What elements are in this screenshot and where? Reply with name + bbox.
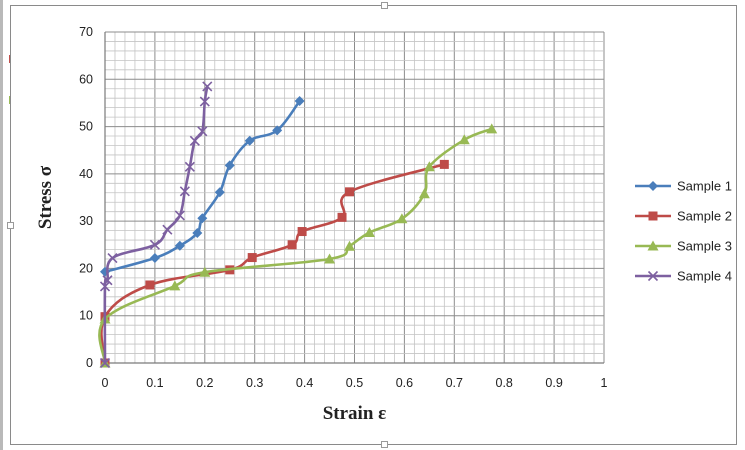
chart-area[interactable]: 0 0.1 0.2 0.3 0.4 0.5 0.6 0.7 0.8 0.9 1 0 10 20 30 40 50… [10,5,737,445]
legend-marker-sample-4 [647,270,659,282]
x-tick-label: 1 [601,376,608,390]
sample-4-line [103,85,209,365]
sample-3-point [396,213,408,224]
sample-1-point [192,227,203,238]
y-tick-label: 40 [79,167,93,181]
sample-3-point [423,161,435,172]
gridlines [104,31,605,364]
sample-1-point [197,213,208,224]
sample-1-point [174,240,185,251]
sample-4-point [197,126,208,137]
y-tick-label: 30 [79,214,93,228]
sample-3-point [344,240,356,251]
sample-1-point [244,135,255,146]
sample-3-point [458,134,470,145]
sample-4-point [199,96,210,107]
sample-4-point [174,210,185,221]
sample-4-point [149,239,160,250]
sample-4-point [162,224,173,235]
sample-4-point [99,281,111,292]
y-axis-title: Stress σ [35,165,56,229]
y-tick-label: 10 [79,309,93,323]
x-tick-label: 0.9 [545,376,562,390]
resize-handle-bottom[interactable] [381,441,388,448]
sample-4-point [184,161,195,172]
x-tick-label: 0 [102,376,109,390]
y-tick-label: 70 [79,25,93,39]
sample-3-point [486,123,498,134]
legend-marker-sample-2 [648,211,658,221]
sample-2-point [247,253,257,263]
x-tick-label: 0.2 [196,376,213,390]
sample-1-line [103,99,301,274]
legend-label-sample-4: Sample 4 [677,269,732,284]
resize-handle-top[interactable] [381,2,388,9]
sample-1-point [214,187,225,198]
sample-1-point [294,96,305,107]
legend-marker-sample-3 [647,240,659,251]
sample-2-point [345,187,355,197]
sample-2-point [297,227,307,237]
x-tick-label: 0.8 [496,376,513,390]
sample-2-point [337,212,347,222]
sample-2-point [287,240,297,250]
sample-4-point [189,135,200,146]
sample-1-point [149,253,160,264]
y-tick-label: 60 [79,72,93,86]
stress-strain-chart: 0 0.1 0.2 0.3 0.4 0.5 0.6 0.7 0.8 0.9 101020304050… [35,25,732,424]
sample-1-point [272,125,283,136]
legend-marker-sample-1 [648,181,658,191]
sample-3-point [363,226,375,237]
x-tick-label: 0.3 [246,376,263,390]
x-tick-label: 0.7 [446,376,463,390]
sample-3-point [169,280,181,291]
legend-label-sample-2: Sample 2 [677,209,732,224]
sample-2-line [100,163,446,365]
sample-4-point [99,357,111,369]
sample-4-point [107,252,118,264]
legend-label-sample-3: Sample 3 [677,239,732,254]
sample-3-point [324,253,336,264]
worksheet-edge [0,0,3,450]
sample-1-point [224,160,235,171]
y-tick-label: 50 [79,120,93,134]
sample-4-point [179,186,190,197]
sample-4-point [202,81,213,92]
sample-2-point [439,159,449,169]
legend-label-sample-1: Sample 1 [677,179,732,194]
x-tick-label: 0.1 [146,376,163,390]
x-tick-label: 0.4 [296,376,313,390]
y-tick-label: 20 [79,261,93,275]
x-tick-label: 0.6 [396,376,413,390]
y-tick-label: 0 [86,356,93,370]
x-tick-label: 0.5 [346,376,363,390]
sample-3-point [199,266,211,277]
resize-handle-left[interactable] [7,222,14,229]
x-axis-title: Strain ε [323,403,387,424]
sample-3-point [418,188,430,199]
sample-2-point [145,280,155,290]
sample-4-point [102,275,113,286]
